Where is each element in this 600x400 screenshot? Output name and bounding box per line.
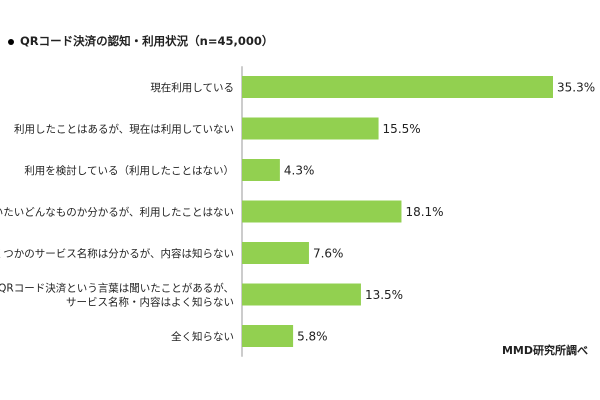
bar-2 [242, 159, 280, 181]
chart-title: QRコード決済の認知・利用状況（n=45,000） [8, 33, 273, 49]
category-label-6: 全く知らない [171, 330, 234, 343]
value-label-6: 5.8% [297, 330, 328, 344]
value-label-2: 4.3% [284, 164, 315, 178]
bar-3 [242, 200, 402, 223]
bars [242, 76, 553, 347]
category-label-line: QRコード決済という言葉は聞いたことがあるが、 [0, 282, 234, 295]
bar-5 [242, 283, 361, 306]
bar-0 [242, 76, 553, 98]
category-label-line: いくつかのサービス名称は分かるが、内容は知らない [0, 247, 234, 260]
category-label-line: サービス名称・内容はよく知らない [66, 296, 234, 309]
value-label-5: 13.5% [365, 288, 403, 302]
category-label-line: だいたいどんなものか分かるが、利用したことはない [0, 206, 234, 219]
category-label-line: 現在利用している [150, 82, 234, 94]
bar-1 [242, 117, 379, 140]
category-label-line: 利用を検討している（利用したことはない） [24, 164, 234, 177]
value-label-4: 7.6% [313, 247, 344, 261]
value-label-1: 15.5% [383, 122, 421, 136]
category-label-line: 全く知らない [171, 330, 234, 343]
category-label-2: 利用を検討している（利用したことはない） [24, 164, 234, 177]
value-label-0: 35.3% [557, 81, 595, 95]
category-label-1: 利用したことはあるが、現在は利用していない [14, 123, 234, 136]
category-label-4: いくつかのサービス名称は分かるが、内容は知らない [0, 247, 234, 260]
category-label-line: 利用したことはあるが、現在は利用していない [14, 123, 234, 136]
bullet-icon [8, 38, 14, 45]
category-labels: 現在利用している利用したことはあるが、現在は利用していない利用を検討している（利… [0, 82, 234, 343]
value-labels: 35.3% 15.5% 4.3% 18.1% 7.6% 13.5% 5.8% [284, 81, 595, 344]
category-label-0: 現在利用している [150, 82, 234, 94]
bar-4 [242, 242, 309, 264]
category-label-5: QRコード決済という言葉は聞いたことがあるが、サービス名称・内容はよく知らない [0, 282, 234, 309]
value-label-3: 18.1% [405, 205, 443, 219]
category-label-3: だいたいどんなものか分かるが、利用したことはない [0, 206, 234, 219]
source-note: MMD研究所調べ [501, 344, 588, 357]
chart-title-text: QRコード決済の認知・利用状況（n=45,000） [20, 34, 274, 48]
bar-6 [242, 325, 294, 347]
